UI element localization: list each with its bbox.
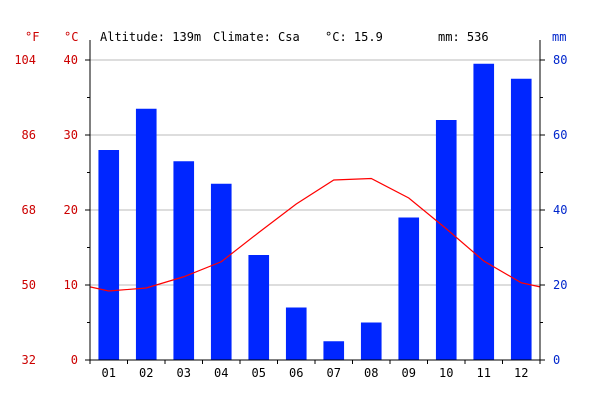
precipitation-unit-label: mm [552, 30, 566, 44]
fahrenheit-tick-label: 32 [22, 353, 36, 367]
fahrenheit-tick-label: 68 [22, 203, 36, 217]
precipitation-bar [435, 120, 457, 360]
celsius-unit-label: °C [64, 30, 78, 44]
climate-label: Climate: Csa [213, 30, 300, 44]
precipitation-tick-label: 60 [553, 128, 567, 142]
month-label: 12 [514, 366, 528, 380]
mean-temperature-label: °C: 15.9 [325, 30, 383, 44]
altitude-label: Altitude: 139m [100, 30, 201, 44]
precipitation-tick-label: 40 [553, 203, 567, 217]
total-precipitation-label: mm: 536 [438, 30, 489, 44]
precipitation-bar [473, 63, 495, 360]
month-label: 09 [402, 366, 416, 380]
tick-labels: 0 10 20 30 40 32 50 68 86 104 0 20 40 60 80 01 02 03 04 05 0… [14, 53, 567, 380]
gridlines [90, 59, 540, 286]
precipitation-bar [248, 255, 270, 360]
precipitation-bar [323, 341, 345, 360]
month-label: 05 [252, 366, 266, 380]
temperature-line-path [89, 177, 541, 292]
precipitation-tick-label: 20 [553, 278, 567, 292]
month-label: 06 [289, 366, 303, 380]
chart-header: Altitude: 139m Climate: Csa °C: 15.9 mm:… [25, 30, 566, 44]
fahrenheit-unit-label: °F [25, 30, 39, 44]
precipitation-bar [135, 108, 157, 360]
precipitation-bar [360, 322, 382, 360]
precipitation-bar [173, 161, 195, 360]
precipitation-tick-label: 80 [553, 53, 567, 67]
temperature-line [89, 177, 541, 292]
precipitation-bar [210, 183, 232, 360]
month-label: 02 [139, 366, 153, 380]
precipitation-bar [398, 217, 420, 360]
month-label: 11 [477, 366, 491, 380]
celsius-tick-label: 10 [64, 278, 78, 292]
month-label: 01 [102, 366, 116, 380]
precipitation-bars [98, 63, 532, 360]
precipitation-bar [98, 150, 120, 360]
celsius-tick-label: 0 [71, 353, 78, 367]
celsius-tick-label: 40 [64, 53, 78, 67]
celsius-tick-label: 30 [64, 128, 78, 142]
precipitation-bar [510, 78, 532, 360]
fahrenheit-tick-label: 86 [22, 128, 36, 142]
month-label: 04 [214, 366, 228, 380]
month-label: 08 [364, 366, 378, 380]
month-label: 10 [439, 366, 453, 380]
fahrenheit-tick-label: 50 [22, 278, 36, 292]
month-label: 07 [327, 366, 341, 380]
axes [85, 40, 545, 364]
precipitation-tick-label: 0 [553, 353, 560, 367]
celsius-tick-label: 20 [64, 203, 78, 217]
precipitation-bar [285, 307, 307, 360]
month-label: 03 [177, 366, 191, 380]
fahrenheit-tick-label: 104 [14, 53, 36, 67]
